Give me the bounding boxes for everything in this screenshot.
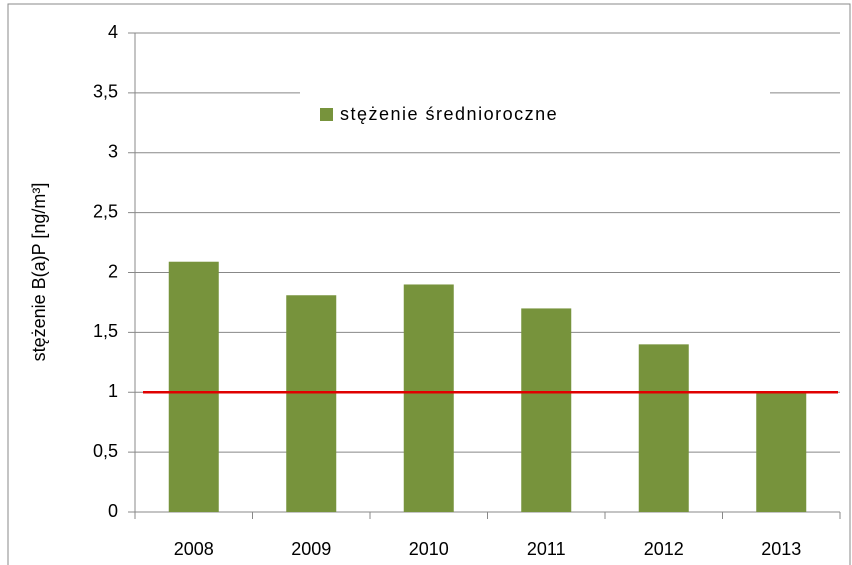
y-tick-label: 1,5 <box>93 321 118 341</box>
x-tick-label: 2012 <box>644 539 684 559</box>
x-tick-label: 2011 <box>527 539 566 559</box>
y-tick-label: 2 <box>108 261 118 281</box>
y-tick-label: 1 <box>108 381 118 401</box>
legend-box <box>300 80 770 146</box>
bar <box>638 344 689 512</box>
legend-swatch <box>320 108 333 121</box>
legend-label: stężenie średnioroczne <box>340 104 558 124</box>
y-tick-label: 3,5 <box>93 82 118 102</box>
y-tick-label: 0,5 <box>93 441 118 461</box>
bar <box>521 308 572 512</box>
x-tick-label: 2010 <box>409 539 449 559</box>
y-tick-label: 3 <box>108 142 118 162</box>
y-axis-label: stężenie B(a)P [ng/m³] <box>29 183 49 362</box>
bar <box>403 284 454 512</box>
x-tick-label: 2013 <box>761 539 801 559</box>
bar <box>168 261 219 512</box>
y-tick-label: 2,5 <box>93 201 118 221</box>
y-tick-label: 4 <box>108 22 118 42</box>
y-tick-label: 0 <box>108 501 118 521</box>
x-tick-label: 2008 <box>174 539 214 559</box>
bar <box>756 392 807 512</box>
x-tick-label: 2009 <box>291 539 331 559</box>
bar <box>286 295 337 512</box>
